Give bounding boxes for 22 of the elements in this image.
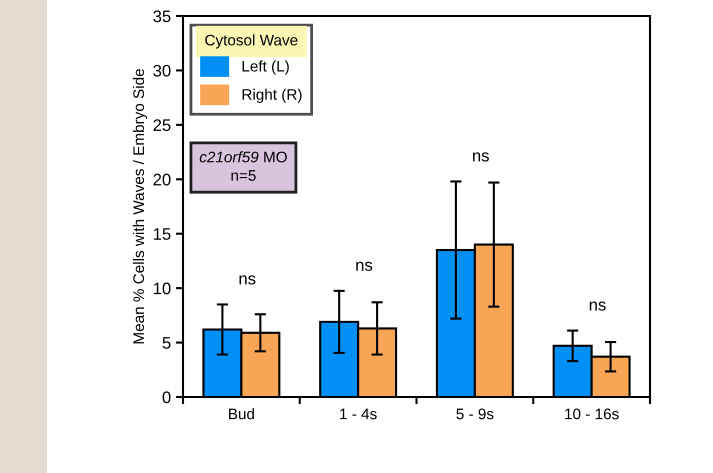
y-tick-label: 20 (153, 174, 171, 186)
y-tick-label: 35 (153, 10, 170, 22)
annotation: ns (356, 262, 372, 271)
annotation: ns (240, 275, 256, 285)
y-tick-label: 30 (153, 64, 171, 77)
legend-title: Cytosol Wave (205, 34, 298, 49)
annotation: ns (473, 152, 489, 162)
annotation: n=5 (231, 170, 256, 181)
x-tick-label: Bud (229, 408, 254, 420)
annotation: ns (590, 302, 606, 311)
y-tick-label: 5 (162, 337, 170, 349)
y-tick-label: 0 (162, 391, 171, 404)
legend-label: Right (R) (242, 88, 302, 103)
legend-label: Left (L) (242, 60, 289, 75)
y-axis-title: Mean % Cells with Waves / Embryo Side (132, 69, 148, 344)
y-tick-label: 10 (154, 282, 171, 294)
x-tick-label: 10 - 16s (565, 408, 619, 420)
x-tick-label: 5 - 9s (456, 408, 494, 420)
annotation: c21orf59 MO (200, 151, 287, 162)
y-tick-label: 15 (154, 228, 170, 240)
y-tick-label: 25 (153, 119, 170, 132)
x-tick-label: 1 - 4s (340, 408, 377, 420)
